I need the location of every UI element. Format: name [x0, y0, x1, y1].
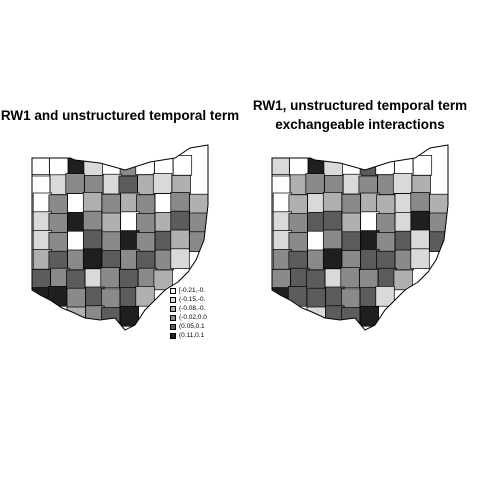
county-polygon: [189, 193, 208, 215]
legend-swatch: [170, 315, 176, 321]
county-polygon: [410, 210, 430, 232]
county-polygon: [82, 210, 103, 232]
legend-label: (-0.08,-0.: [179, 305, 206, 312]
legend-swatch: [170, 288, 176, 294]
county-polygon: [322, 229, 343, 251]
county-polygon: [49, 156, 69, 177]
map-panel-left: RW1 and unstructured temporal term [-0.2…: [0, 108, 240, 339]
county-polygon: [392, 173, 413, 194]
county-polygon: [170, 192, 190, 213]
county-polygon: [153, 269, 173, 291]
legend-swatch: [170, 324, 176, 330]
legend-label: [-0.21,-0.: [179, 287, 206, 294]
choropleth-map-left: [31, 144, 209, 331]
county-polygon: [65, 173, 85, 194]
county-polygon: [100, 267, 120, 288]
county-polygon: [152, 173, 173, 194]
legend-label: (0.11,0.1: [179, 332, 205, 339]
county-polygon: [82, 192, 103, 213]
county-polygon: [341, 212, 361, 234]
state-outline: [31, 144, 209, 331]
county-polygon: [410, 229, 430, 251]
county-polygon: [429, 193, 448, 215]
panel-title-right-line2: exchangeable interactions: [275, 117, 445, 132]
legend-swatch: [170, 297, 176, 303]
county-polygon: [272, 269, 291, 290]
county-polygon: [393, 269, 413, 291]
map-panel-right: RW1, unstructured temporal term exchange…: [240, 0, 480, 480]
legend-swatch: [170, 306, 176, 312]
legend-label: (-0.02,0.0: [179, 314, 207, 321]
county-polygon: [306, 287, 326, 309]
county-polygon: [119, 269, 139, 290]
county-polygon: [170, 248, 190, 269]
county-polygon: [375, 154, 395, 175]
county-polygon: [410, 192, 430, 213]
panel-title-right-line1: RW1, unstructured temporal term: [252, 98, 468, 113]
county-polygon: [170, 210, 190, 232]
state-outline: [271, 144, 449, 331]
county-polygon: [322, 192, 343, 213]
county-polygon: [32, 269, 51, 290]
panel-title-left: RW1 and unstructured temporal term: [0, 108, 240, 123]
county-polygon: [170, 229, 190, 251]
county-polygon: [359, 269, 379, 290]
legend-label: (-0.15,-0.: [179, 296, 206, 303]
legend-label: (0.05,0.1: [179, 323, 205, 330]
county-polygon: [341, 231, 361, 252]
county-polygon: [341, 307, 361, 328]
county-polygon: [287, 286, 308, 307]
county-polygon: [306, 269, 326, 291]
county-polygon: [135, 154, 155, 175]
county-polygon: [101, 231, 121, 252]
county-polygon: [322, 248, 343, 269]
county-polygon: [135, 286, 155, 307]
county-polygon: [101, 212, 121, 234]
county-polygon: [82, 248, 103, 269]
county-polygon: [189, 231, 208, 252]
county-polygon: [66, 287, 86, 309]
county-polygon: [341, 193, 361, 215]
county-polygon: [429, 231, 448, 252]
county-polygon: [101, 193, 121, 215]
county-polygon: [101, 307, 121, 328]
choropleth-map-right: [271, 144, 449, 331]
county-polygon: [410, 248, 430, 269]
county-polygon: [322, 210, 343, 232]
county-polygon: [119, 306, 139, 327]
county-polygon: [340, 267, 360, 288]
legend-swatch: [170, 333, 176, 339]
county-polygon: [83, 156, 103, 178]
county-polygon: [47, 286, 68, 307]
county-polygon: [172, 155, 193, 176]
county-polygon: [305, 173, 325, 194]
county-polygon: [412, 155, 433, 176]
county-polygon: [359, 306, 379, 327]
county-polygon: [323, 156, 343, 178]
county-polygon: [82, 229, 103, 251]
county-polygon: [289, 156, 309, 177]
county-polygon: [375, 286, 395, 307]
county-polygon: [66, 269, 86, 291]
